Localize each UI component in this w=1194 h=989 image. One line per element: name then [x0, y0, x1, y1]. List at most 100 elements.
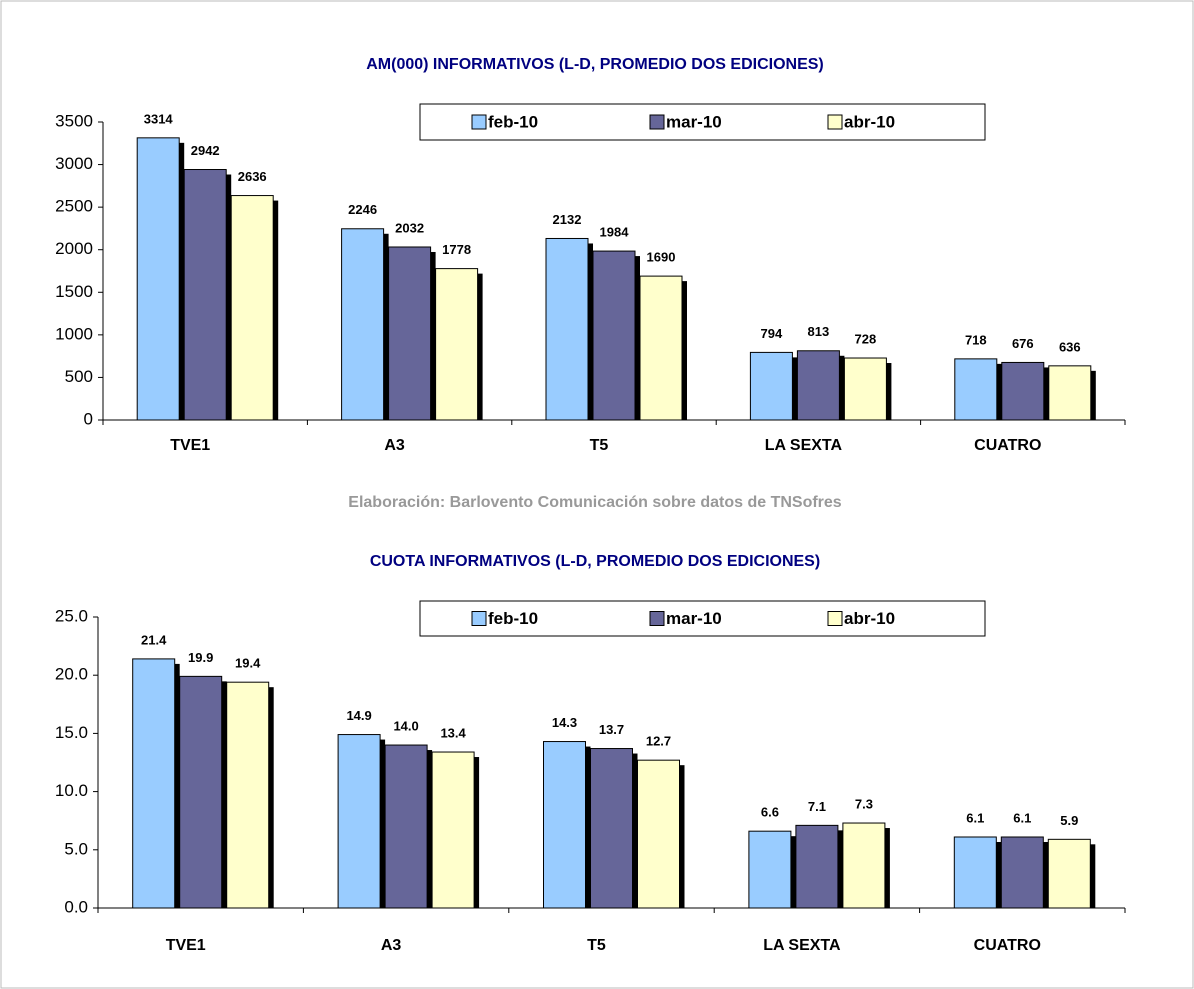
bar — [435, 268, 479, 421]
bar — [341, 228, 385, 421]
value-label: 7.3 — [855, 796, 873, 811]
value-label: 13.7 — [599, 722, 624, 737]
bar — [590, 748, 633, 909]
value-label: 14.0 — [393, 718, 418, 733]
bar — [954, 358, 998, 421]
bar — [639, 275, 683, 421]
value-label: 12.7 — [646, 734, 671, 749]
bar — [230, 195, 274, 421]
source: Elaboración: Barlovento Comunicación sob… — [348, 494, 842, 511]
y-tick-label: 0 — [84, 409, 93, 428]
value-label: 728 — [855, 331, 877, 346]
legend-label: abr-10 — [844, 112, 895, 131]
bar — [1001, 361, 1045, 421]
legend-label: feb-10 — [488, 112, 538, 131]
value-label: 636 — [1059, 339, 1081, 354]
legend-label: feb-10 — [488, 609, 538, 628]
y-tick-label: 3500 — [55, 111, 93, 130]
x-tick-label: TVE1 — [166, 937, 206, 954]
y-tick-label: 1500 — [55, 282, 93, 301]
x-tick-label: A3 — [381, 937, 402, 954]
bar — [388, 246, 432, 421]
bar — [545, 237, 589, 421]
value-label: 1778 — [442, 242, 471, 257]
y-tick-label: 5.0 — [64, 839, 88, 858]
bar — [226, 681, 270, 909]
legend-box — [419, 103, 986, 141]
x-tick-label: CUATRO — [974, 937, 1041, 954]
bar — [1047, 838, 1091, 909]
x-tick-label: A3 — [384, 437, 405, 454]
bar — [136, 137, 180, 421]
legend-swatch — [827, 611, 843, 626]
y-tick-label: 10.0 — [55, 781, 88, 800]
value-label: 14.9 — [346, 708, 371, 723]
legend-swatch — [471, 611, 487, 626]
value-label: 2636 — [238, 169, 267, 184]
y-tick-label: 25.0 — [55, 606, 88, 625]
value-label: 2132 — [553, 212, 582, 227]
bar — [842, 822, 886, 909]
value-label: 7.1 — [808, 799, 826, 814]
bar — [843, 357, 887, 421]
bar — [132, 658, 176, 909]
value-label: 19.4 — [235, 656, 261, 671]
legend-swatch — [649, 114, 665, 130]
x-tick-label: T5 — [587, 937, 606, 954]
y-tick-label: 20.0 — [55, 665, 88, 684]
bar — [592, 250, 636, 421]
y-tick-label: 500 — [65, 367, 93, 386]
value-label: 5.9 — [1060, 813, 1078, 828]
x-tick-label: TVE1 — [170, 437, 210, 454]
value-label: 3314 — [144, 111, 174, 126]
bar — [543, 741, 586, 909]
bar — [384, 744, 428, 909]
bar — [1000, 836, 1044, 909]
value-label: 6.1 — [966, 810, 984, 825]
bar — [431, 751, 475, 909]
y-tick-label: 1000 — [55, 324, 93, 343]
legend-swatch — [649, 611, 665, 626]
legend-swatch — [827, 114, 843, 130]
bar — [183, 169, 227, 421]
x-tick-label: CUATRO — [974, 437, 1041, 454]
legend-swatch — [471, 114, 487, 130]
bar — [179, 675, 223, 909]
y-tick-label: 3000 — [55, 154, 93, 173]
y-tick-label: 2500 — [55, 197, 93, 216]
value-label: 718 — [965, 332, 987, 347]
value-label: 19.9 — [188, 650, 213, 665]
value-label: 2246 — [348, 202, 377, 217]
value-label: 813 — [808, 324, 830, 339]
value-label: 2032 — [395, 220, 424, 235]
bar — [337, 734, 381, 909]
bar — [637, 759, 680, 909]
x-tick-label: LA SEXTA — [763, 937, 841, 954]
bar — [953, 836, 997, 909]
value-label: 6.6 — [761, 805, 779, 820]
chart-title: CUOTA INFORMATIVOS (L-D, PROMEDIO DOS ED… — [370, 553, 820, 570]
bar — [795, 824, 839, 909]
value-label: 13.4 — [440, 725, 466, 740]
value-label: 14.3 — [552, 715, 577, 730]
x-tick-label: LA SEXTA — [765, 437, 843, 454]
legend-label: mar-10 — [666, 112, 722, 131]
value-label: 21.4 — [141, 632, 167, 647]
value-label: 1984 — [600, 225, 630, 240]
value-label: 794 — [761, 326, 783, 341]
chart-title: AM(000) INFORMATIVOS (L-D, PROMEDIO DOS … — [366, 56, 824, 73]
bar — [748, 830, 792, 909]
legend-label: mar-10 — [666, 609, 722, 628]
legend-label: abr-10 — [844, 609, 895, 628]
value-label: 1690 — [647, 250, 676, 265]
y-tick-label: 15.0 — [55, 723, 88, 742]
bar — [749, 351, 793, 421]
y-tick-label: 0.0 — [64, 897, 88, 916]
value-label: 6.1 — [1013, 810, 1031, 825]
x-tick-label: T5 — [590, 437, 609, 454]
y-tick-label: 2000 — [55, 239, 93, 258]
bar — [1048, 365, 1092, 421]
value-label: 676 — [1012, 336, 1034, 351]
